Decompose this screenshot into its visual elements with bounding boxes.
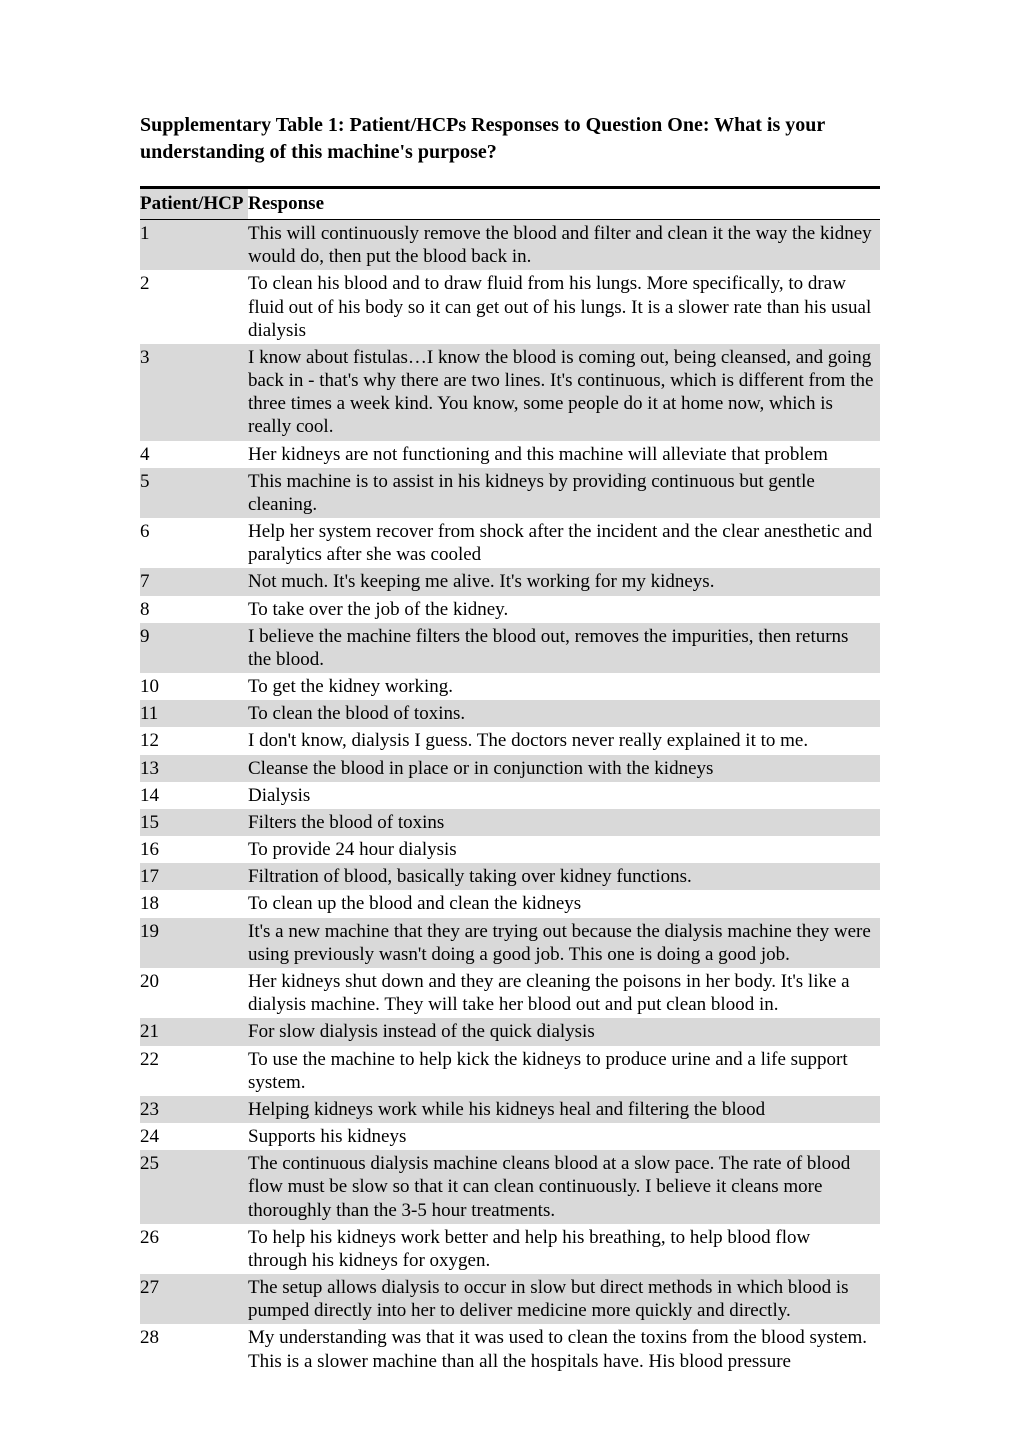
table-row: 7Not much. It's keeping me alive. It's w… [140, 568, 880, 595]
cell-id: 22 [140, 1046, 248, 1096]
table-row: 20Her kidneys shut down and they are cle… [140, 968, 880, 1018]
cell-id: 27 [140, 1274, 248, 1324]
cell-response: I know about fistulas…I know the blood i… [248, 344, 880, 441]
cell-response: The continuous dialysis machine cleans b… [248, 1150, 880, 1224]
cell-id: 21 [140, 1018, 248, 1045]
cell-response: This machine is to assist in his kidneys… [248, 468, 880, 518]
cell-id: 7 [140, 568, 248, 595]
cell-id: 25 [140, 1150, 248, 1224]
cell-response: Filtration of blood, basically taking ov… [248, 863, 880, 890]
responses-table: Patient/HCP Response 1This will continuo… [140, 186, 880, 1375]
cell-id: 26 [140, 1224, 248, 1274]
cell-id: 17 [140, 863, 248, 890]
cell-id: 18 [140, 890, 248, 917]
cell-response: Her kidneys are not functioning and this… [248, 441, 880, 468]
cell-id: 1 [140, 220, 248, 271]
table-row: 19It's a new machine that they are tryin… [140, 918, 880, 968]
cell-id: 24 [140, 1123, 248, 1150]
cell-id: 12 [140, 727, 248, 754]
cell-id: 23 [140, 1096, 248, 1123]
table-row: 10To get the kidney working. [140, 673, 880, 700]
cell-response: Supports his kidneys [248, 1123, 880, 1150]
cell-id: 16 [140, 836, 248, 863]
cell-response: To clean his blood and to draw fluid fro… [248, 270, 880, 344]
table-row: 16To provide 24 hour dialysis [140, 836, 880, 863]
cell-id: 19 [140, 918, 248, 968]
table-row: 28My understanding was that it was used … [140, 1324, 880, 1374]
table-row: 12I don't know, dialysis I guess. The do… [140, 727, 880, 754]
table-row: 4Her kidneys are not functioning and thi… [140, 441, 880, 468]
table-row: 18To clean up the blood and clean the ki… [140, 890, 880, 917]
table-row: 1This will continuously remove the blood… [140, 220, 880, 271]
table-title: Supplementary Table 1: Patient/HCPs Resp… [140, 112, 880, 166]
cell-response: I believe the machine filters the blood … [248, 623, 880, 673]
table-row: 5This machine is to assist in his kidney… [140, 468, 880, 518]
cell-response: My understanding was that it was used to… [248, 1324, 880, 1374]
cell-id: 11 [140, 700, 248, 727]
cell-response: Her kidneys shut down and they are clean… [248, 968, 880, 1018]
table-row: 9I believe the machine filters the blood… [140, 623, 880, 673]
cell-id: 4 [140, 441, 248, 468]
table-header-row: Patient/HCP Response [140, 188, 880, 220]
cell-id: 2 [140, 270, 248, 344]
column-header-response: Response [248, 188, 880, 220]
column-header-id: Patient/HCP [140, 188, 248, 220]
table-row: 6Help her system recover from shock afte… [140, 518, 880, 568]
cell-response: To clean the blood of toxins. [248, 700, 880, 727]
table-row: 23Helping kidneys work while his kidneys… [140, 1096, 880, 1123]
cell-id: 6 [140, 518, 248, 568]
table-row: 26To help his kidneys work better and he… [140, 1224, 880, 1274]
table-row: 27The setup allows dialysis to occur in … [140, 1274, 880, 1324]
cell-id: 14 [140, 782, 248, 809]
table-row: 13Cleanse the blood in place or in conju… [140, 755, 880, 782]
cell-id: 8 [140, 596, 248, 623]
table-row: 14Dialysis [140, 782, 880, 809]
cell-response: To get the kidney working. [248, 673, 880, 700]
cell-id: 13 [140, 755, 248, 782]
document-page: Supplementary Table 1: Patient/HCPs Resp… [0, 0, 1020, 1435]
table-body: 1This will continuously remove the blood… [140, 220, 880, 1375]
cell-response: The setup allows dialysis to occur in sl… [248, 1274, 880, 1324]
table-row: 24Supports his kidneys [140, 1123, 880, 1150]
table-row: 21For slow dialysis instead of the quick… [140, 1018, 880, 1045]
cell-response: For slow dialysis instead of the quick d… [248, 1018, 880, 1045]
cell-response: To provide 24 hour dialysis [248, 836, 880, 863]
cell-response: Help her system recover from shock after… [248, 518, 880, 568]
cell-response: I don't know, dialysis I guess. The doct… [248, 727, 880, 754]
table-row: 2To clean his blood and to draw fluid fr… [140, 270, 880, 344]
table-row: 8To take over the job of the kidney. [140, 596, 880, 623]
cell-response: Filters the blood of toxins [248, 809, 880, 836]
cell-id: 28 [140, 1324, 248, 1374]
cell-response: Helping kidneys work while his kidneys h… [248, 1096, 880, 1123]
cell-id: 3 [140, 344, 248, 441]
cell-response: It's a new machine that they are trying … [248, 918, 880, 968]
cell-response: To clean up the blood and clean the kidn… [248, 890, 880, 917]
cell-response: To take over the job of the kidney. [248, 596, 880, 623]
cell-response: Cleanse the blood in place or in conjunc… [248, 755, 880, 782]
table-row: 3I know about fistulas…I know the blood … [140, 344, 880, 441]
cell-id: 5 [140, 468, 248, 518]
cell-response: Not much. It's keeping me alive. It's wo… [248, 568, 880, 595]
cell-id: 20 [140, 968, 248, 1018]
table-row: 11To clean the blood of toxins. [140, 700, 880, 727]
table-row: 25The continuous dialysis machine cleans… [140, 1150, 880, 1224]
table-row: 22To use the machine to help kick the ki… [140, 1046, 880, 1096]
cell-response: To use the machine to help kick the kidn… [248, 1046, 880, 1096]
cell-id: 10 [140, 673, 248, 700]
cell-id: 9 [140, 623, 248, 673]
cell-response: To help his kidneys work better and help… [248, 1224, 880, 1274]
table-row: 17Filtration of blood, basically taking … [140, 863, 880, 890]
table-row: 15Filters the blood of toxins [140, 809, 880, 836]
cell-id: 15 [140, 809, 248, 836]
cell-response: Dialysis [248, 782, 880, 809]
cell-response: This will continuously remove the blood … [248, 220, 880, 271]
